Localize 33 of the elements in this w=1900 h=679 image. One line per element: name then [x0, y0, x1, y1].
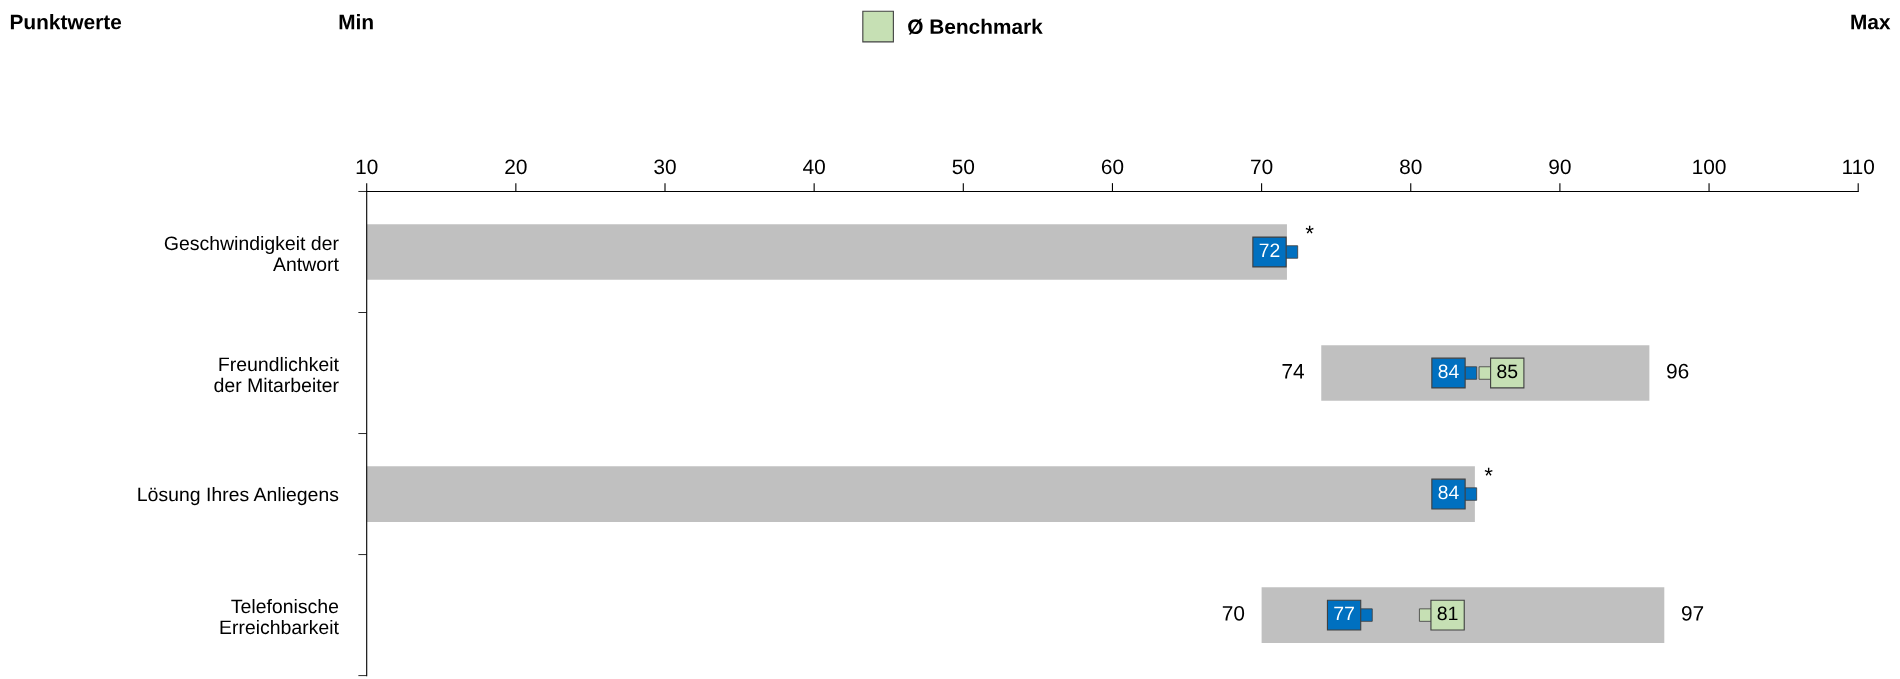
y-tick-label: Freundlichkeit der Mitarbeiter	[214, 356, 339, 393]
x-tick-label: 80	[1400, 159, 1422, 175]
annotation: 96	[1667, 363, 1689, 379]
data-label: 77	[1334, 606, 1354, 621]
bar	[366, 224, 1287, 280]
y-tick-label: Geschwindigkeit der Antwort	[164, 235, 339, 272]
x-tick-label: 10	[356, 159, 378, 175]
x-tick-label: 30	[654, 159, 676, 175]
text: Punktwerte	[10, 14, 122, 30]
annotation: *	[1484, 467, 1493, 476]
y-tick-label: Lösung Ihres Anliegens	[138, 487, 339, 506]
x-tick-label: 90	[1549, 159, 1571, 175]
bar	[366, 466, 1475, 522]
text: Min	[339, 14, 373, 30]
data-label: 84	[1438, 364, 1459, 379]
annotation: 70	[1222, 605, 1245, 621]
x-tick-label: 50	[952, 159, 975, 175]
annotation: *	[1305, 225, 1314, 234]
annotation: 74	[1282, 364, 1304, 379]
data-label: 72	[1259, 243, 1280, 258]
x-tick-label: 40	[803, 159, 825, 175]
data-label: 85	[1497, 364, 1518, 379]
x-tick-label: 110	[1843, 159, 1874, 175]
y-tick-label: Telefonische Erreichbarkeit	[220, 598, 339, 635]
x-tick-label: 60	[1101, 159, 1124, 175]
x-tick-label: 100	[1693, 159, 1726, 175]
x-tick-label: 70	[1251, 159, 1273, 175]
legend-label: Ø Benchmark	[908, 18, 1043, 35]
x-tick-label: 20	[505, 159, 527, 175]
annotation: 97	[1681, 605, 1704, 621]
data-label: 84	[1438, 485, 1459, 500]
data-label: 81	[1437, 606, 1458, 621]
text: Max	[1851, 14, 1891, 30]
